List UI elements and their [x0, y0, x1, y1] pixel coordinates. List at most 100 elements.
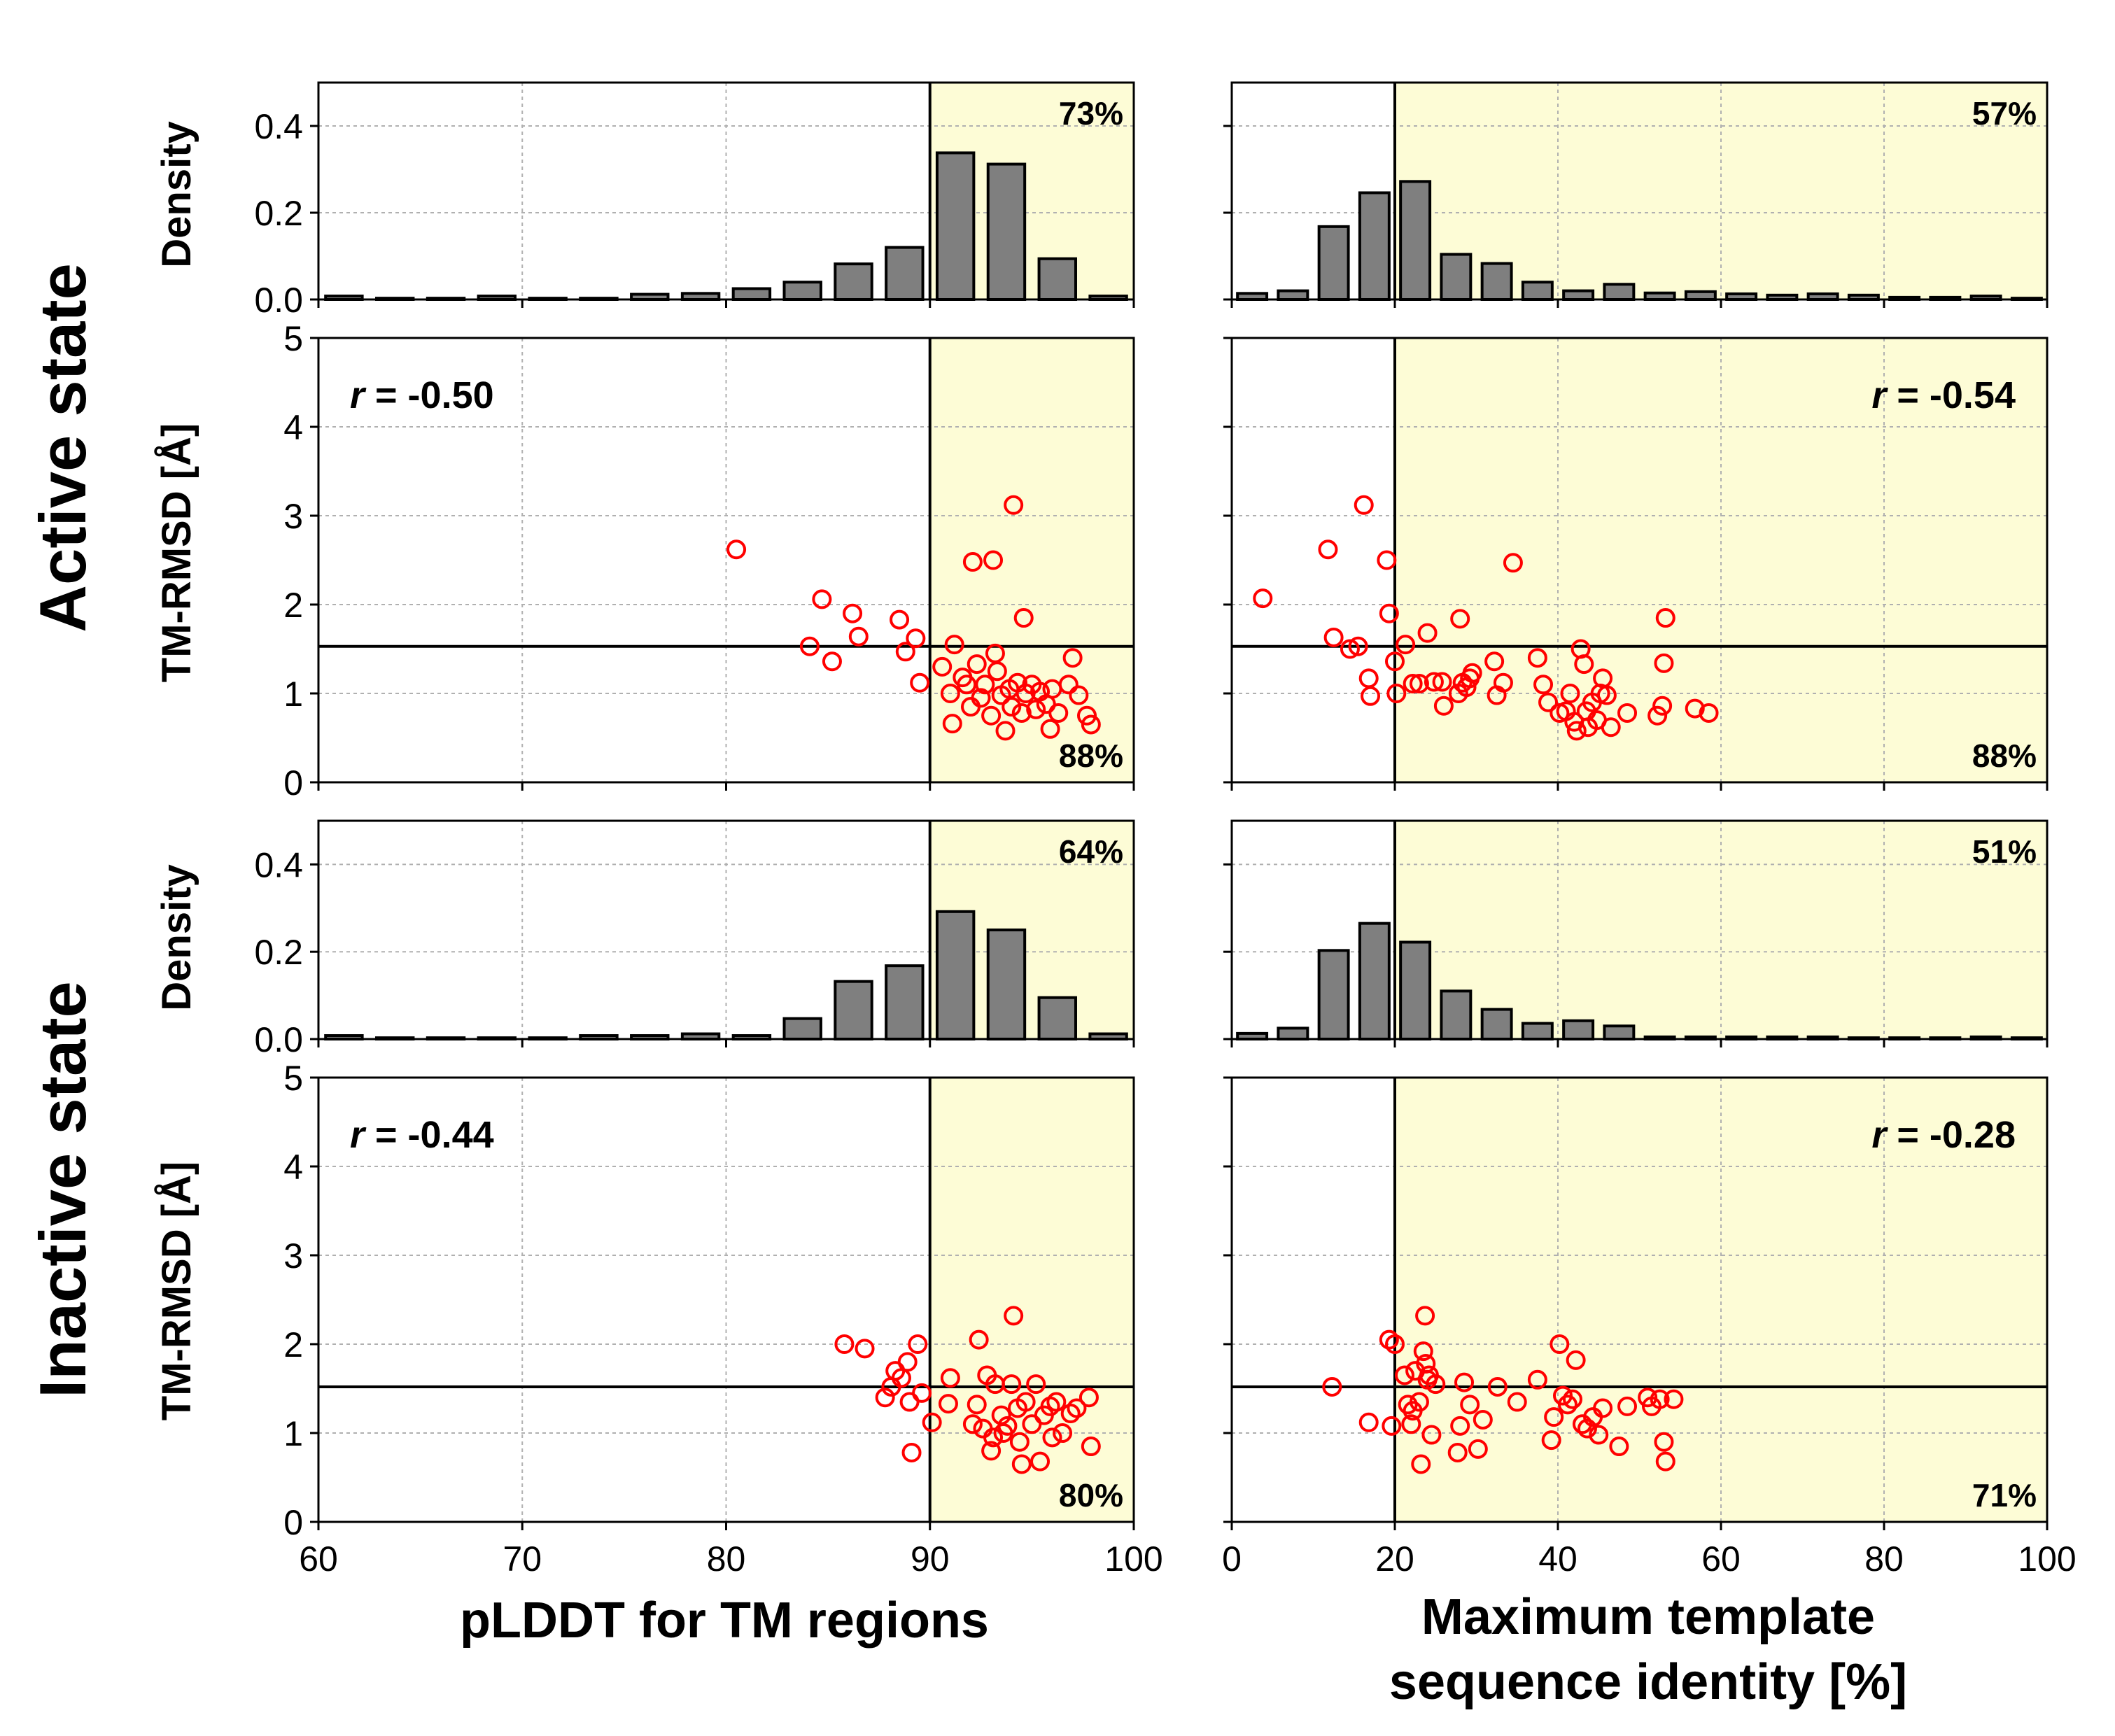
histogram-bar: [1399, 180, 1432, 301]
scatter-point: [997, 1416, 1018, 1436]
scatter-point: [1040, 719, 1060, 739]
scatter-point: [1377, 550, 1397, 570]
correlation-symbol: r: [350, 1114, 367, 1156]
histogram-bar: [834, 262, 873, 302]
histogram-bar: [986, 929, 1027, 1040]
scatter-point: [890, 609, 910, 630]
scatter-point: [1550, 1334, 1570, 1354]
x-tick-label: 80: [707, 1539, 746, 1579]
scatter-point: [855, 1339, 875, 1359]
histogram-bar: [1562, 1019, 1595, 1040]
scatter-point: [1655, 608, 1675, 628]
correlation-symbol: r: [350, 374, 367, 416]
x-tick-label: 60: [1701, 1539, 1741, 1579]
scatter-point: [1460, 1395, 1480, 1415]
scatter-point: [1358, 1412, 1379, 1432]
percentage-annotation: 88%: [1059, 738, 1123, 774]
scatter-point: [908, 1334, 928, 1354]
histogram-bar: [1562, 289, 1595, 302]
scatter-point: [726, 539, 747, 560]
scatter-point: [1401, 1414, 1421, 1434]
scatter-point: [1638, 1388, 1658, 1408]
highlight-region: [1395, 338, 2047, 782]
xlabel-identity-line2: sequence identity [%]: [1389, 1654, 1907, 1710]
scatter-point: [983, 1427, 1004, 1448]
ylabel-rmsd-active: TM-RMSD [Å]: [154, 423, 199, 682]
scatter-point: [1527, 1369, 1547, 1390]
scatter-point: [1468, 1439, 1488, 1459]
scatter-point: [897, 1352, 918, 1372]
y-tick-label: 5: [283, 1059, 303, 1098]
y-tick-label: 0.2: [254, 933, 303, 972]
scatter-point: [1503, 553, 1523, 573]
scatter-point: [1062, 648, 1083, 668]
scatter-point: [1566, 721, 1587, 741]
scatter-point: [906, 628, 926, 649]
y-tick-label: 3: [283, 497, 303, 536]
xlabel-plddt: pLDDT for TM regions: [460, 1593, 989, 1649]
correlation-annotation: r = -0.28: [1871, 1114, 2016, 1156]
correlation-value: = -0.54: [1886, 374, 2016, 416]
histogram-bar: [782, 1017, 822, 1040]
scatter-point: [1323, 627, 1344, 647]
scatter-point: [1433, 696, 1454, 716]
panels: 0.0 0.2 0.4 73% 57% 0 1 2 3 4 5 88% r = -0.50 88% r = …: [254, 81, 2077, 1579]
scatter-point: [1426, 1374, 1446, 1395]
axes-frame: [1230, 337, 2049, 784]
scatter-point: [1450, 609, 1470, 629]
scatter-point: [1409, 674, 1429, 694]
scatter-point: [1473, 1409, 1493, 1430]
correlation-annotation: r = -0.54: [1871, 374, 2016, 416]
scatter-point: [843, 603, 863, 623]
histogram-bar: [935, 910, 976, 1040]
scatter-point: [1533, 675, 1554, 695]
scatter-point: [1348, 636, 1368, 656]
panel-active_identity_scatter: 88% r = -0.54: [1223, 337, 2049, 791]
correlation-annotation: r = -0.50: [350, 374, 494, 416]
scatter-point: [1609, 1437, 1629, 1457]
panel-inactive_plddt_hist: 0.0 0.2 0.4 64%: [254, 819, 1135, 1059]
scatter-point: [1617, 703, 1638, 723]
scatter-point: [987, 661, 1007, 682]
scatter-point: [1447, 1442, 1468, 1462]
scatter-point: [834, 1334, 855, 1354]
scatter-point: [1026, 699, 1046, 719]
scatter-point: [1557, 1395, 1578, 1415]
scatter-point: [848, 626, 869, 647]
scatter-point: [1385, 651, 1405, 672]
x-tick-label: 0: [1222, 1539, 1242, 1579]
scatter-point: [1596, 685, 1617, 705]
x-tick-label: 20: [1375, 1539, 1414, 1579]
scatter-point: [1046, 1392, 1067, 1412]
scatter-point: [1415, 1306, 1435, 1326]
panel-inactive_plddt_scatter: 0 1 2 3 4 5 60 70 80 90 100 80% r = -0.44: [283, 1059, 1163, 1579]
scatter-point: [1589, 1425, 1609, 1445]
row-label-active: Active state: [26, 263, 99, 633]
scatter-point: [1574, 654, 1594, 675]
scatter-point: [901, 1442, 922, 1462]
scatter-point: [1026, 1374, 1046, 1395]
scatter-point: [1487, 1376, 1508, 1397]
histogram-bar: [1317, 225, 1350, 301]
scatter-point: [1424, 672, 1444, 692]
histogram-bar: [1480, 262, 1513, 302]
percentage-annotation: 80%: [1059, 1477, 1123, 1513]
ylabel-rmsd-inactive: TM-RMSD [Å]: [154, 1162, 199, 1420]
histogram-bar: [1399, 940, 1432, 1041]
scatter-point: [1560, 684, 1580, 703]
scatter-point: [962, 1414, 983, 1434]
histogram-bar: [1440, 989, 1473, 1040]
axes-frame: [1230, 81, 2049, 301]
scatter-point: [1009, 1432, 1030, 1452]
percentage-annotation: 88%: [1972, 738, 2037, 774]
y-tick-label: 1: [283, 675, 303, 714]
histogram-bar: [782, 281, 822, 302]
x-tick-label: 100: [2018, 1539, 2076, 1579]
scatter-point: [971, 688, 991, 708]
scatter-point: [983, 550, 1004, 570]
scatter-point: [1650, 1389, 1670, 1409]
x-tick-label: 100: [1104, 1539, 1162, 1579]
scatter-point: [1411, 1454, 1431, 1474]
y-tick-label: 0.2: [254, 194, 303, 233]
